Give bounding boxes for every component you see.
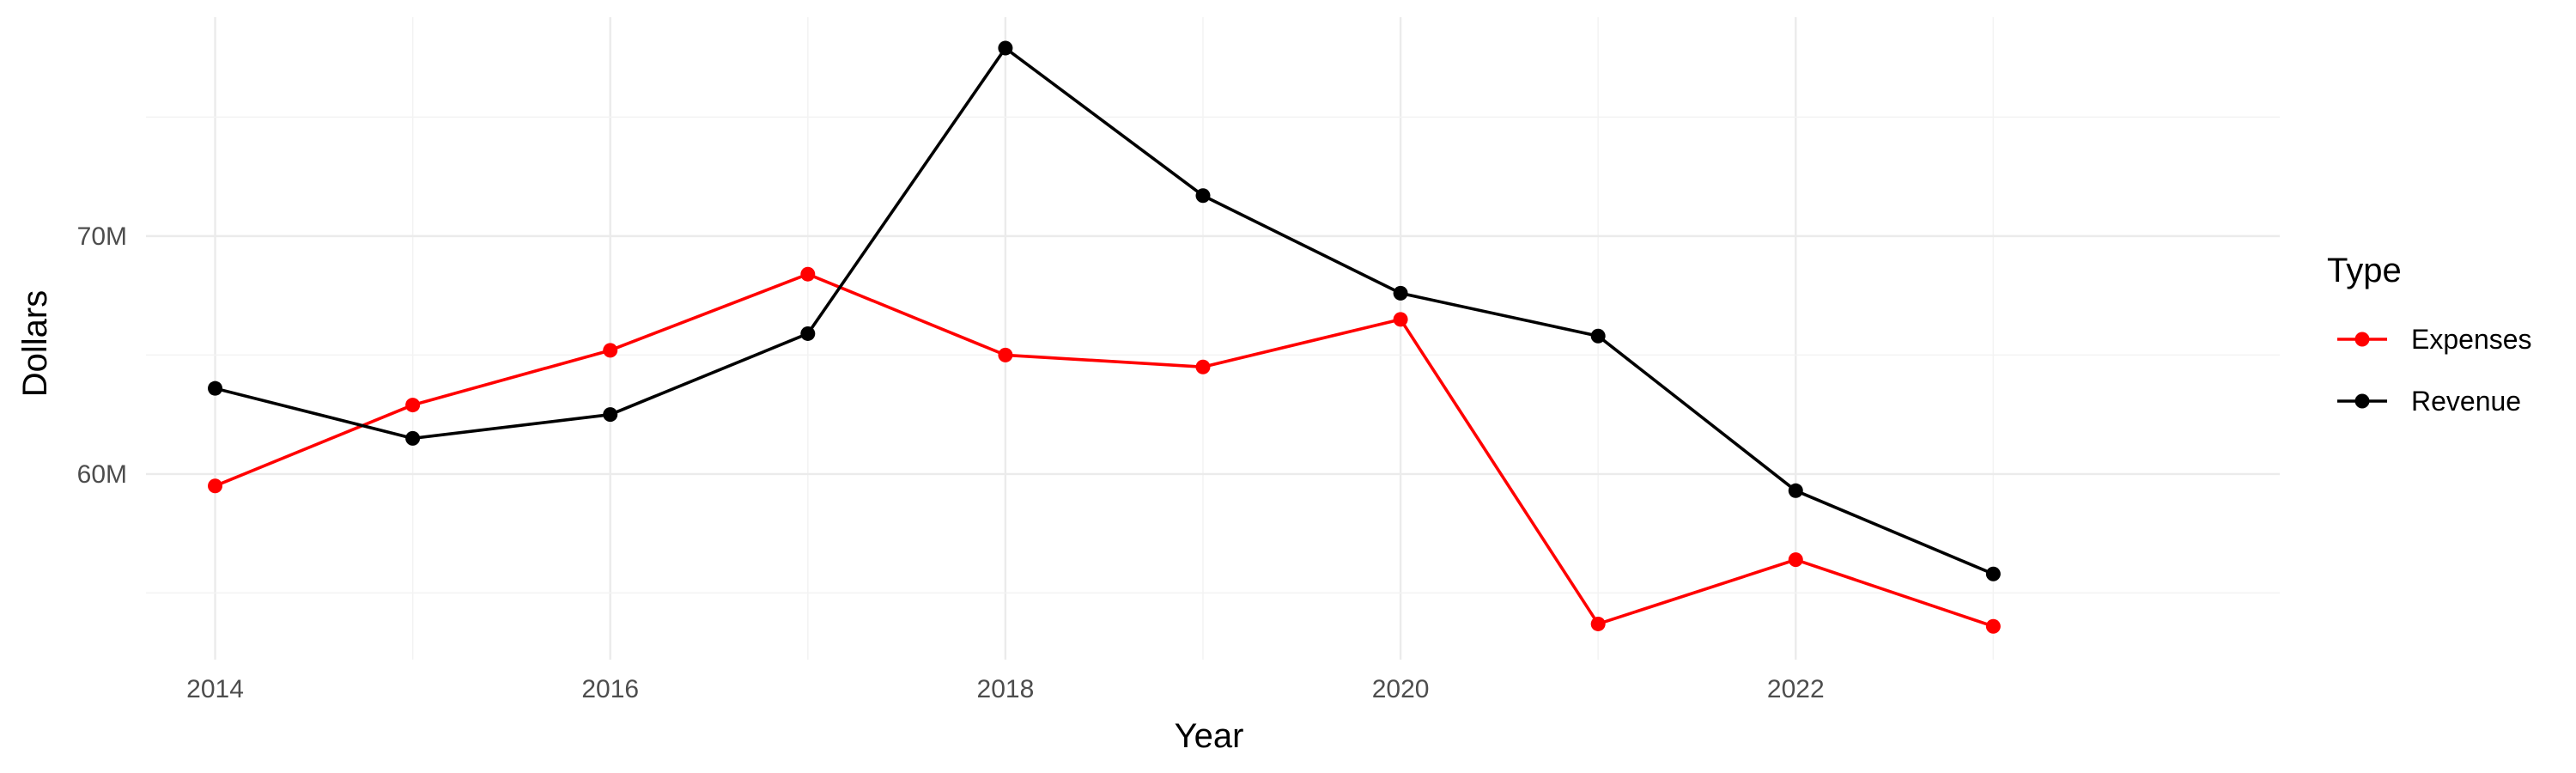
- x-tick-label: 2022: [1767, 675, 1825, 703]
- x-tick-label: 2016: [581, 675, 639, 703]
- expenses-point: [208, 478, 223, 494]
- legend: Type Expenses Revenue: [2327, 252, 2532, 417]
- revenue-point: [998, 40, 1013, 56]
- legend-label: Expenses: [2411, 324, 2532, 355]
- expenses-point: [1590, 616, 1606, 631]
- expenses-point: [1393, 312, 1408, 327]
- revenue-point: [1985, 566, 2001, 581]
- legend-key-point: [2354, 332, 2370, 347]
- expenses-point: [1788, 552, 1803, 568]
- revenue-point: [208, 380, 223, 396]
- revenue-point: [603, 407, 618, 423]
- revenue-point: [1590, 328, 1606, 344]
- expenses-line: [214, 272, 1994, 628]
- legend-item-expenses: Expenses: [2337, 324, 2532, 355]
- revenue-point: [800, 326, 816, 341]
- legend-label: Revenue: [2411, 386, 2521, 417]
- series-revenue: [208, 40, 2001, 581]
- expenses-point: [998, 347, 1013, 362]
- revenue-point: [1393, 285, 1408, 301]
- expenses-point: [1195, 359, 1211, 374]
- x-tick-label: 2014: [186, 675, 244, 703]
- series-expenses: [208, 266, 2001, 634]
- expenses-point: [603, 343, 618, 358]
- revenue-line: [215, 46, 1995, 575]
- expenses-point: [405, 398, 421, 413]
- revenue-point: [405, 430, 421, 446]
- x-tick-label: 2018: [977, 675, 1035, 703]
- x-tick-labels: 2014 2016 2018 2020 2022: [186, 675, 1824, 703]
- expenses-point: [800, 266, 816, 282]
- revenue-point: [1195, 188, 1211, 204]
- grid: [146, 17, 2280, 660]
- y-tick-label: 70M: [77, 222, 127, 251]
- revenue-point: [1788, 483, 1803, 498]
- x-tick-label: 2020: [1372, 675, 1430, 703]
- y-tick-labels: 60M 70M: [77, 222, 127, 489]
- expenses-point: [1985, 618, 2001, 634]
- x-axis-title: Year: [1175, 717, 1244, 755]
- y-axis-title: Dollars: [16, 290, 54, 397]
- legend-title: Type: [2327, 252, 2402, 289]
- legend-item-revenue: Revenue: [2337, 386, 2521, 417]
- series-layer: [208, 40, 2001, 634]
- legend-key-point: [2354, 393, 2370, 409]
- legend-items: Expenses Revenue: [2337, 324, 2532, 417]
- y-tick-label: 60M: [77, 460, 127, 489]
